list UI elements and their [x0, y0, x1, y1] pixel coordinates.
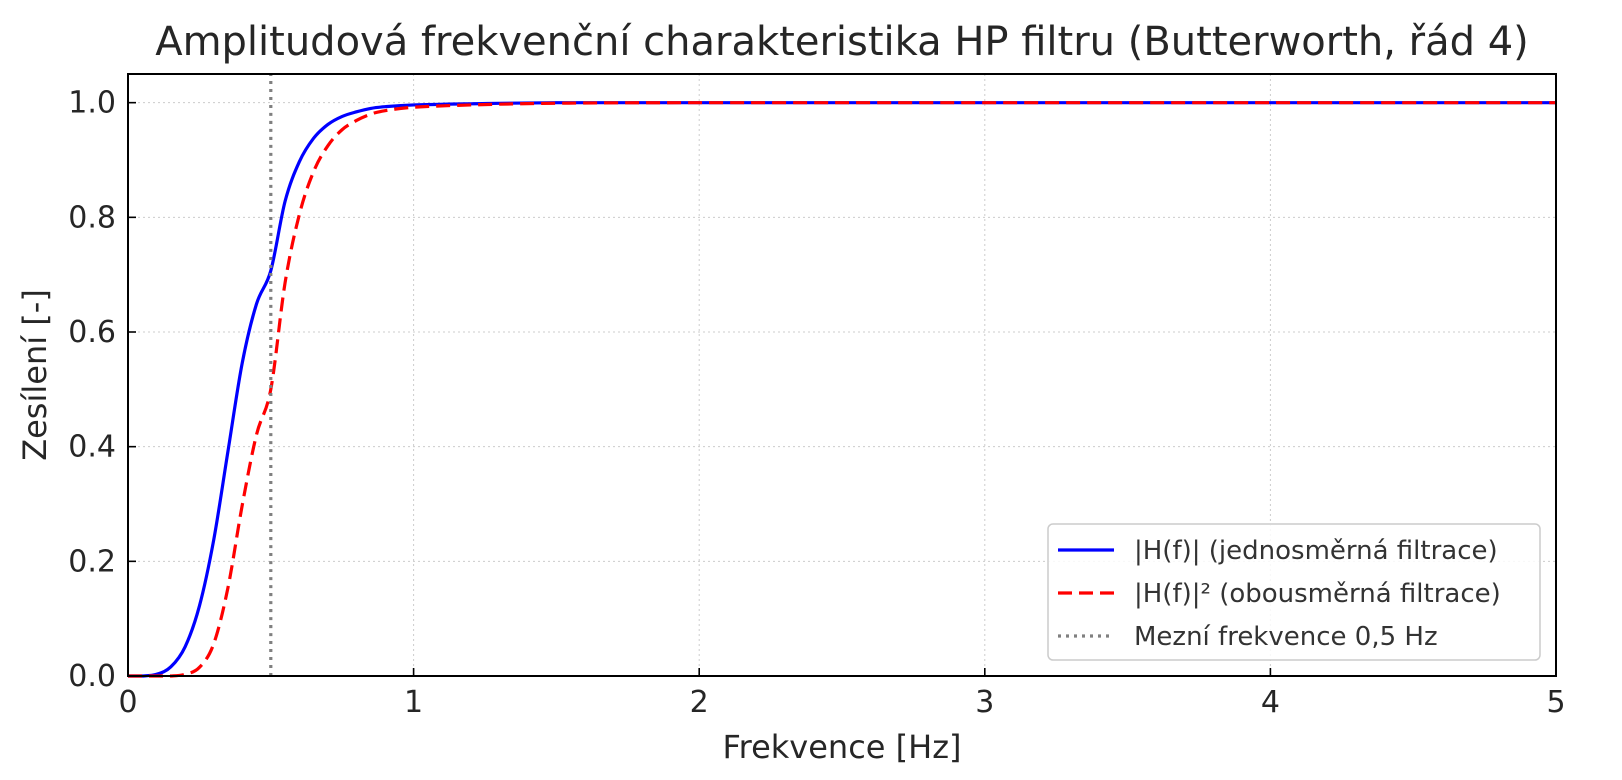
series-group	[127, 74, 1556, 678]
ticks: 0 1 2 3 4 5 0.0 0.2 0.4 0.6 0.8 1.0	[68, 86, 1565, 720]
legend: |H(f)| (jednosměrná filtrace) |H(f)|² (ob…	[1047, 523, 1541, 661]
chart-title: Amplitudová frekvenční charakteristika H…	[155, 19, 1529, 65]
y-axis-label: Zesílení [-]	[16, 289, 54, 461]
x-tick-label: 0	[118, 685, 137, 720]
x-tick-label: 4	[1261, 685, 1280, 720]
x-axis-label: Frekvence [Hz]	[723, 728, 962, 766]
plot-frame	[127, 73, 1557, 677]
series-line-2	[127, 101, 1556, 678]
y-tick-label: 0.6	[68, 315, 116, 350]
legend-label-3: Mezní frekvence 0,5 Hz	[1134, 622, 1438, 652]
x-tick-label: 2	[690, 685, 709, 720]
x-tick-label: 3	[975, 685, 994, 720]
y-tick-label: 0.4	[68, 430, 116, 465]
x-tick-label: 5	[1546, 685, 1565, 720]
legend-label-1: |H(f)| (jednosměrná filtrace)	[1134, 536, 1498, 566]
y-tick-label: 0.8	[68, 200, 116, 235]
y-tick-label: 0.2	[68, 544, 116, 579]
legend-label-2: |H(f)|² (obousměrná filtrace)	[1134, 579, 1501, 609]
legend-box	[1047, 523, 1541, 661]
y-tick-label: 1.0	[68, 86, 116, 121]
y-tick-label: 0.0	[68, 659, 116, 694]
x-tick-label: 1	[404, 685, 423, 720]
